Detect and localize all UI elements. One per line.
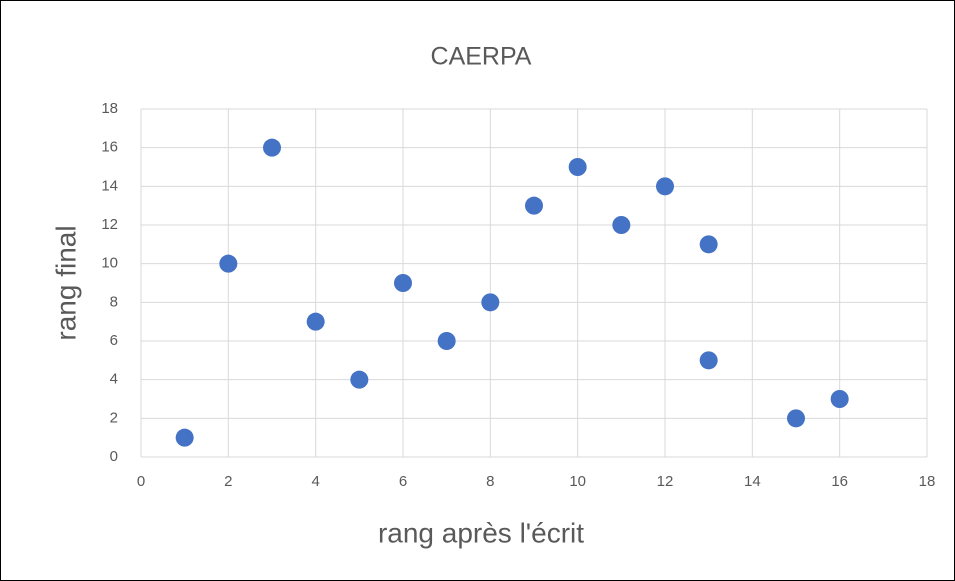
y-tick-label: 18 bbox=[101, 100, 118, 117]
point bbox=[481, 293, 500, 312]
y-tick-label: 8 bbox=[110, 293, 118, 310]
x-tick-label: 18 bbox=[919, 473, 936, 490]
point bbox=[830, 390, 849, 408]
point bbox=[219, 254, 238, 273]
point bbox=[656, 177, 674, 196]
x-tick-label: 16 bbox=[831, 473, 848, 490]
y-tick-label: 14 bbox=[101, 177, 118, 194]
point bbox=[394, 274, 412, 292]
x-tick-label: 6 bbox=[399, 473, 407, 490]
x-tick-label: 4 bbox=[311, 473, 319, 490]
x-tick-label: 10 bbox=[569, 473, 586, 490]
y-tick-label: 16 bbox=[101, 139, 118, 156]
y-tick-label: 2 bbox=[110, 409, 118, 426]
point bbox=[306, 312, 325, 331]
point bbox=[612, 216, 631, 234]
x-tick-label: 2 bbox=[224, 473, 232, 490]
point bbox=[437, 332, 456, 350]
point bbox=[787, 409, 805, 428]
x-tick-label: 8 bbox=[486, 473, 494, 490]
y-tick-label: 0 bbox=[110, 448, 118, 465]
x-tick-label: 0 bbox=[137, 473, 145, 490]
point bbox=[699, 351, 718, 370]
point bbox=[699, 235, 718, 254]
x-axis-label: rang après l'écrit bbox=[378, 517, 584, 548]
y-tick-label: 12 bbox=[101, 216, 118, 233]
chart-title: CAERPA bbox=[431, 43, 532, 71]
x-tick-label: 12 bbox=[657, 473, 674, 490]
point bbox=[350, 370, 369, 389]
y-tick-label: 4 bbox=[110, 371, 118, 388]
y-tick-label: 6 bbox=[110, 332, 118, 349]
point bbox=[263, 138, 281, 157]
y-axis-label: rang final bbox=[50, 225, 81, 340]
x-tick-label: 14 bbox=[744, 473, 761, 490]
point bbox=[568, 158, 587, 176]
point bbox=[525, 196, 543, 215]
y-tick-label: 10 bbox=[101, 255, 118, 272]
point bbox=[175, 428, 194, 447]
